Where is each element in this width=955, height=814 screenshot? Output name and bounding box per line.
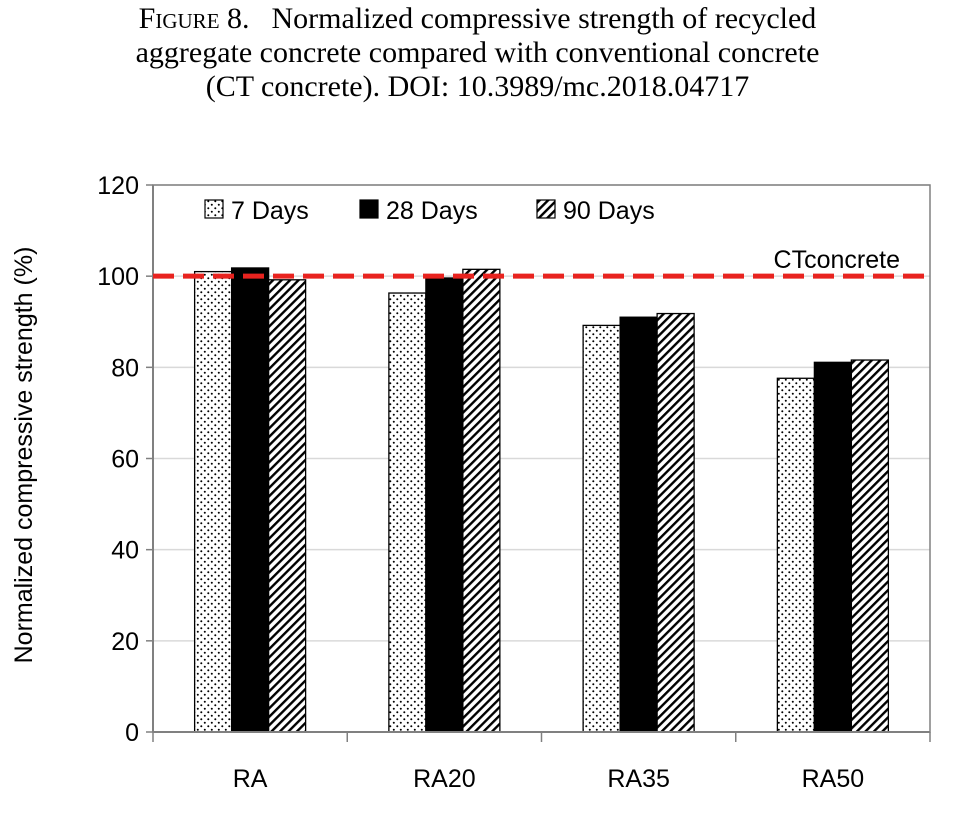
bar [462, 268, 501, 733]
x-tick-label: RA [233, 765, 268, 793]
legend-label: 90 Days [563, 197, 655, 225]
y-tick-label: 120 [97, 172, 139, 200]
x-tick-label: RA50 [802, 765, 865, 793]
y-axis-label: Normalized compressive strength (%) [10, 247, 38, 664]
bar [193, 270, 233, 733]
bar [776, 377, 816, 733]
y-tick-label: 80 [111, 354, 139, 382]
y-tick-label: 20 [111, 628, 139, 656]
y-tick-label: 0 [125, 719, 139, 747]
figure-caption: Figure 8. Normalized compressive strength… [0, 2, 955, 104]
reference-line-group: CTconcrete [153, 246, 930, 279]
y-tick-label: 60 [111, 446, 139, 474]
bar [850, 359, 890, 733]
bar [388, 292, 427, 733]
legend-swatch [359, 199, 379, 219]
legend-swatch [204, 199, 224, 219]
bars [193, 267, 890, 733]
axes: 0 20 40 60 80 100 120 [97, 172, 931, 747]
bar [230, 267, 270, 733]
caption-line-3: (CT concrete). DOI: 10.3989/mc.2018.0471… [205, 70, 750, 103]
bar [425, 277, 464, 733]
bar [267, 279, 307, 733]
bar [582, 324, 621, 733]
x-tick-label: RA35 [607, 765, 670, 793]
bar [813, 361, 853, 733]
caption-line-1: Normalized compressive strength of recyc… [271, 2, 817, 35]
x-axis-label-group: RA RA20 RA35 RA50 [233, 765, 864, 793]
y-tick-label: 40 [111, 537, 139, 565]
legend-label: 28 Days [386, 197, 478, 225]
legend-label: 7 Days [231, 197, 309, 225]
bar [619, 316, 658, 733]
y-tick-label: 100 [97, 263, 139, 291]
bar [656, 312, 695, 733]
figure-label: Figure 8. [138, 2, 250, 35]
legend-swatch [536, 199, 556, 219]
legend: 7 Days 28 Days 90 Days [204, 197, 655, 225]
x-tick-label: RA20 [413, 765, 476, 793]
reference-line-label: CTconcrete [774, 246, 900, 274]
caption-line-2: aggregate concrete compared with convent… [135, 36, 820, 69]
